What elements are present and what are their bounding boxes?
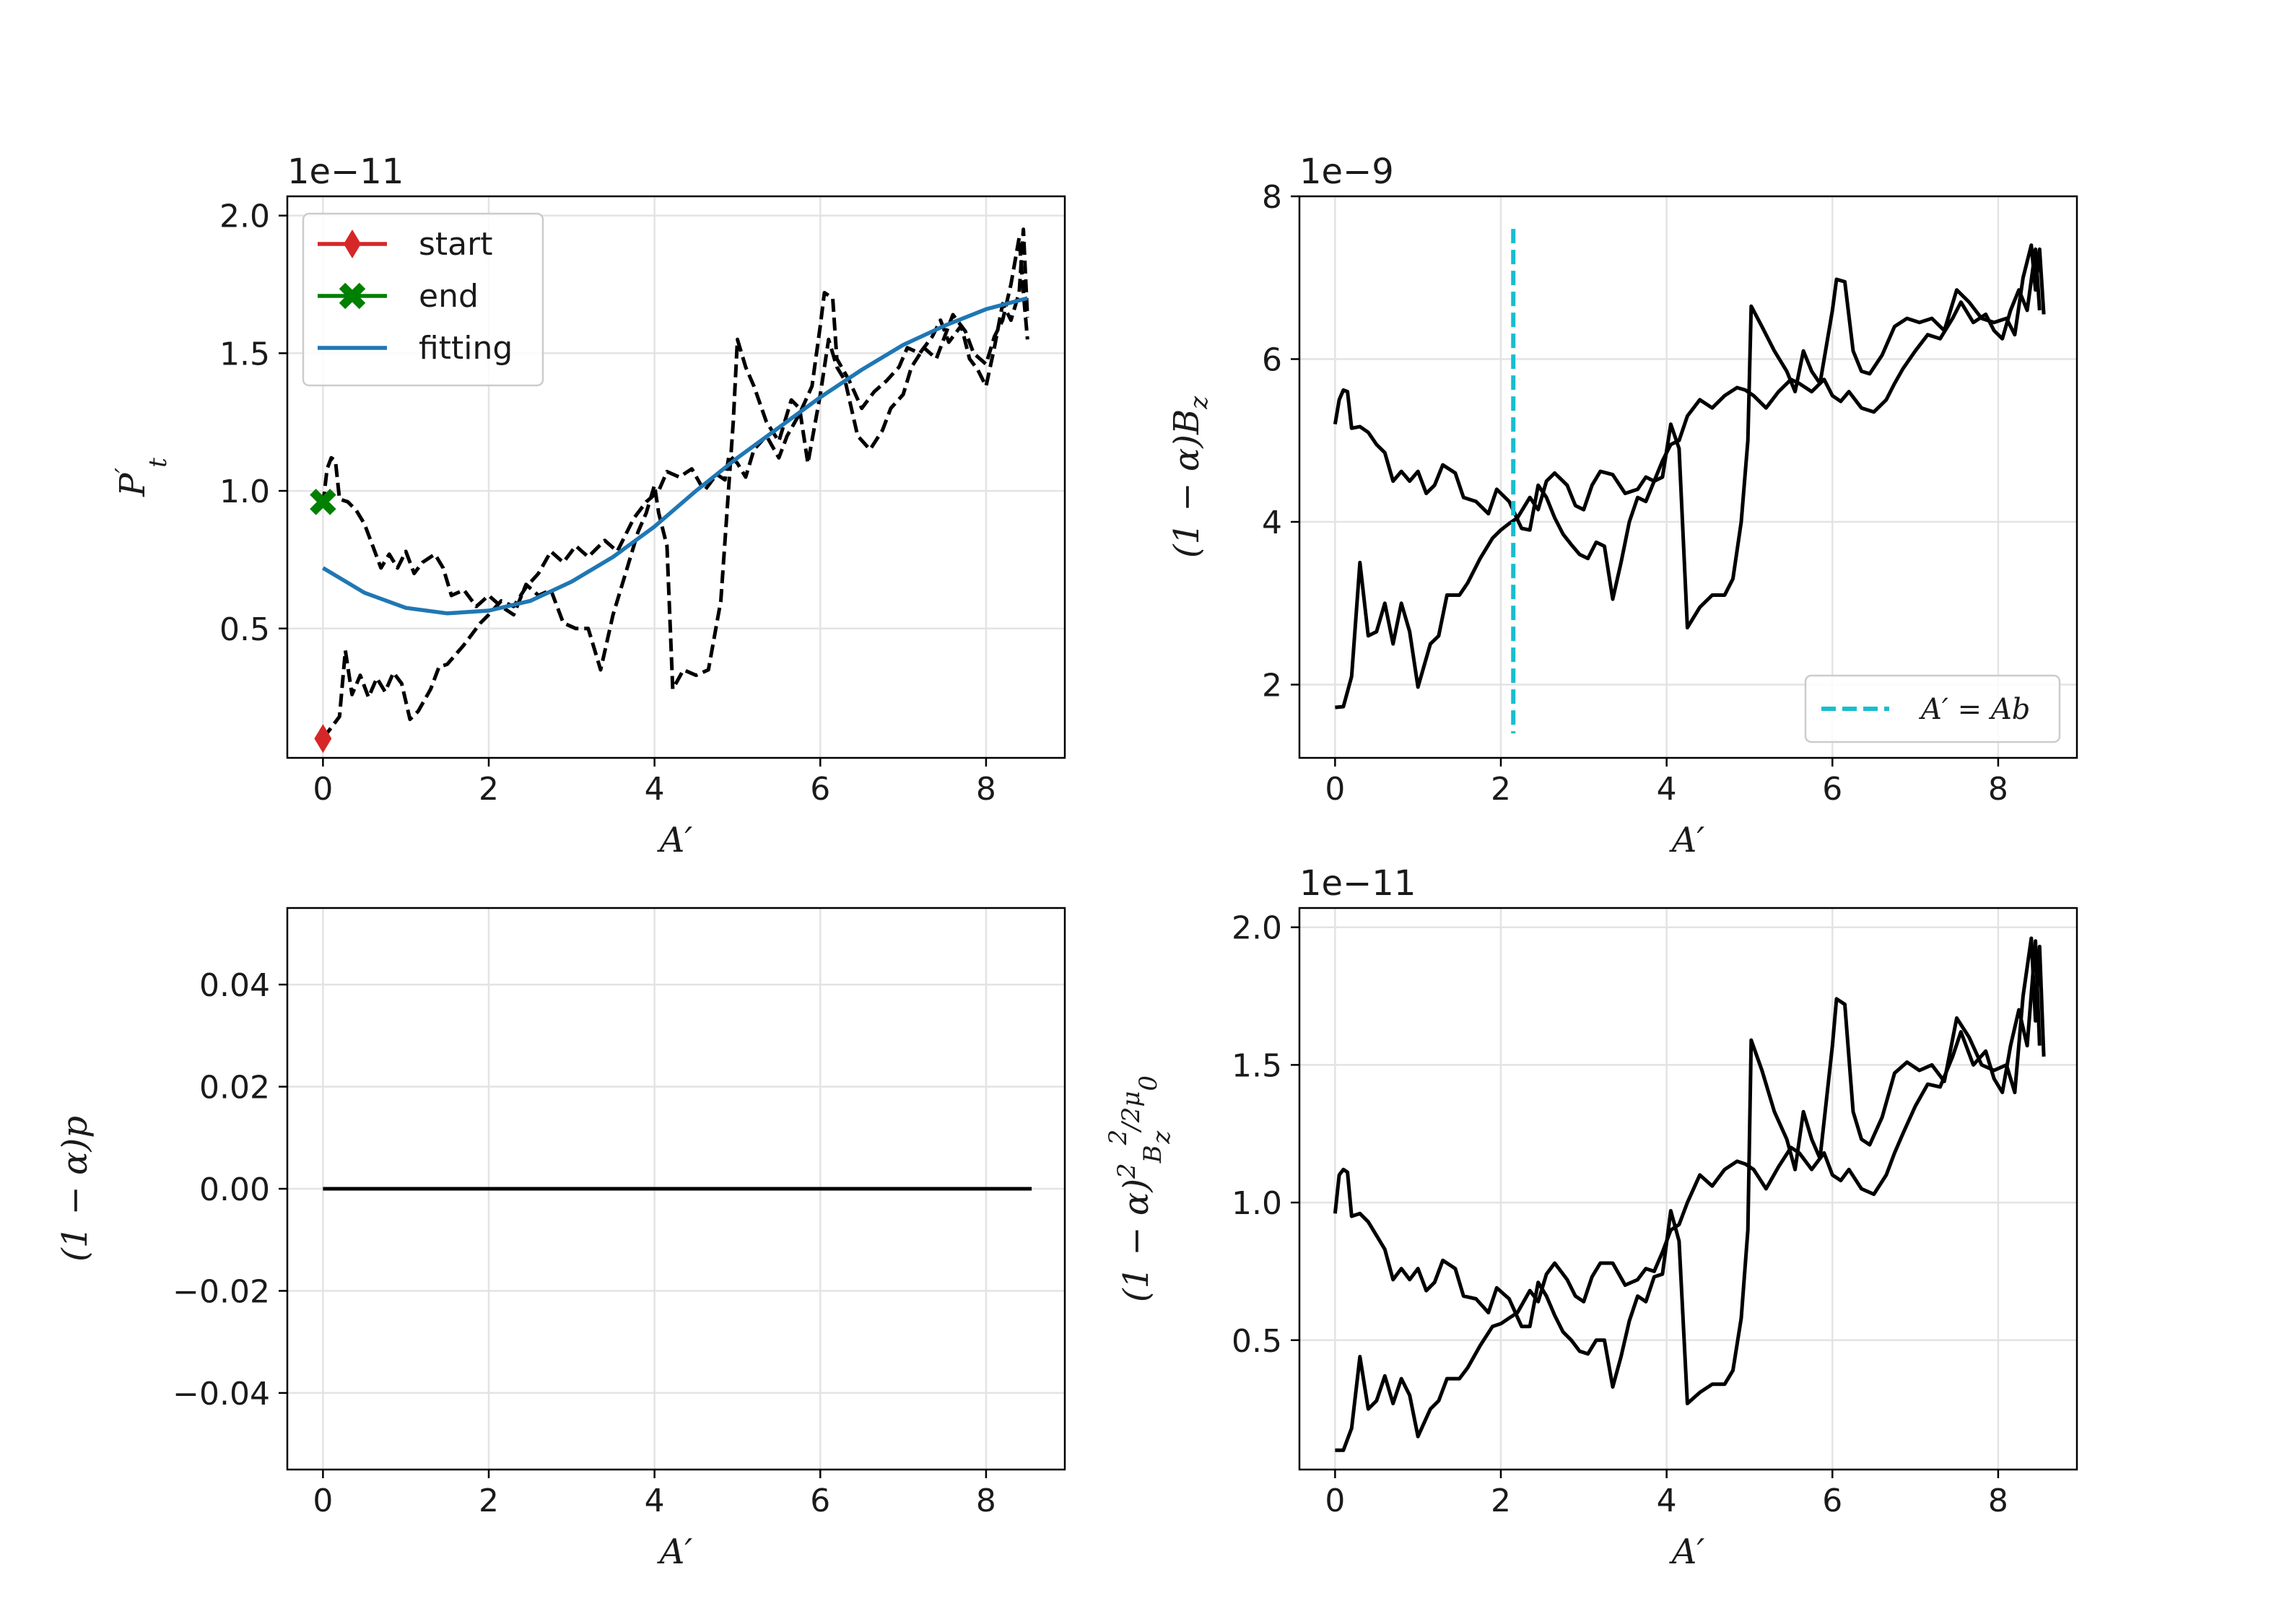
- fitting-line: [321, 296, 1029, 616]
- data-line-1: [1333, 936, 2046, 1405]
- legend-start-marker: [344, 230, 361, 258]
- y-tick-label: 0.5: [219, 611, 270, 648]
- y-tick-label: 1.5: [219, 336, 270, 372]
- offset-label: 1e−9: [1299, 152, 1394, 192]
- y-label-part: /2μ: [1117, 1091, 1146, 1133]
- y-tick-label: 4: [1262, 505, 1282, 541]
- data-line-0: [1335, 939, 2042, 1452]
- plot-data: [1333, 229, 2046, 734]
- x-tick-label: 8: [1988, 771, 2008, 808]
- x-tick-label: 2: [1491, 1483, 1511, 1519]
- data-line-0: [1335, 247, 2042, 710]
- x-tick-label: 8: [1988, 1483, 2008, 1519]
- y-tick-label: 2.0: [1232, 910, 1282, 947]
- legend: A′ = Ab: [1804, 674, 2061, 743]
- end-marker: [310, 489, 336, 515]
- x-tick-label: 2: [1491, 771, 1511, 808]
- legend-end-marker: [339, 282, 366, 310]
- y-label-part: 2: [1104, 1130, 1133, 1146]
- y-tick-label: 0.5: [1232, 1323, 1282, 1360]
- plot-area: [1299, 196, 2077, 758]
- plot-area: [1299, 908, 2077, 1470]
- y-tick-label: 6: [1262, 342, 1282, 379]
- y-label-part: z: [1185, 396, 1214, 410]
- y-label-part: (1 − α)p: [55, 1116, 95, 1262]
- y-tick-label: 1.5: [1232, 1047, 1282, 1084]
- x-tick-label: 6: [1822, 1483, 1842, 1519]
- chart-top-left: 0 2 4 6 8 0.5 1.0 1.5 2.0 1e−11 A′ P′ t start end fitti…: [110, 152, 1066, 860]
- y-label-part: 2: [1112, 1163, 1141, 1179]
- offset-label: 1e−11: [1299, 863, 1416, 904]
- x-axis-label: A′: [1669, 1532, 1705, 1572]
- x-tick-label: 8: [976, 771, 996, 808]
- y-label-part: ′: [110, 468, 139, 473]
- legend-label: fitting: [419, 330, 513, 367]
- x-axis-label: A′: [1669, 820, 1705, 860]
- y-label-part: t: [144, 458, 173, 468]
- x-tick-label: 4: [645, 771, 665, 808]
- chart-bottom-right: 0 2 4 6 80.51.01.52.01e−11A′(1 − α)2B2 z/2μ0: [1104, 863, 2078, 1572]
- plot-data: [1333, 936, 2046, 1452]
- y-tick-label: −0.04: [173, 1376, 270, 1413]
- y-tick-label: 0.04: [199, 967, 270, 1004]
- y-tick-label: 2: [1262, 668, 1282, 704]
- y-tick-label: 1.0: [219, 473, 270, 510]
- y-label-part: B: [1138, 1145, 1167, 1164]
- data-line-1: [321, 235, 1029, 691]
- x-tick-label: 6: [810, 1483, 830, 1519]
- chart-top-right: 0 2 4 6 8 2 4 6 8 1e−9 A′ (1 − α)Bz A′ = Ab: [1167, 152, 2078, 860]
- x-tick-label: 2: [479, 1483, 499, 1519]
- x-tick-label: 2: [479, 771, 499, 808]
- legend-box: [302, 212, 544, 387]
- plot-frame: [1298, 907, 2078, 1471]
- y-tick-label: 0.00: [199, 1171, 270, 1208]
- y-axis-label: P′ t: [110, 458, 173, 497]
- x-axis-label: A′: [657, 1532, 693, 1572]
- y-tick-label: −0.02: [173, 1273, 270, 1310]
- legend-label: start: [419, 226, 492, 263]
- legend-label: A′ = Ab: [1918, 693, 2030, 726]
- y-label-part: (1 − α)B: [1167, 409, 1207, 558]
- y-axis-label: (1 − α)2B2 z/2μ0: [1104, 1075, 1176, 1302]
- y-label-part: 0: [1134, 1075, 1163, 1091]
- y-tick-label: 8: [1262, 179, 1282, 216]
- plot-data: [321, 227, 1029, 740]
- y-tick-label: 0.02: [199, 1070, 270, 1106]
- y-axis-label: (1 − α)Bz: [1167, 396, 1214, 558]
- x-tick-label: 6: [810, 771, 830, 808]
- y-tick-label: 2.0: [219, 198, 270, 235]
- y-tick-label: 1.0: [1232, 1185, 1282, 1222]
- legend-box: [1804, 674, 2061, 743]
- y-label-part: P: [113, 473, 153, 497]
- start-marker: [314, 724, 332, 754]
- y-label-part: (1 − α): [1116, 1179, 1156, 1302]
- x-tick-label: 0: [313, 1483, 333, 1519]
- x-tick-label: 0: [313, 771, 333, 808]
- plot-frame: [286, 195, 1066, 759]
- x-axis-label: A′: [657, 820, 693, 860]
- x-tick-label: 4: [1657, 1483, 1677, 1519]
- x-tick-label: 4: [645, 1483, 665, 1519]
- x-tick-label: 8: [976, 1483, 996, 1519]
- x-tick-label: 4: [1657, 771, 1677, 808]
- y-axis-label: (1 − α)p: [55, 1116, 95, 1262]
- chart-bottom-left: 0 2 4 6 8 −0.04 −0.02 0.00 0.02 0.04 A′ (1 − α)p: [55, 907, 1066, 1572]
- x-tick-label: 0: [1325, 1483, 1345, 1519]
- offset-label: 1e−11: [287, 152, 404, 192]
- x-tick-label: 0: [1325, 771, 1345, 808]
- y-label-part: z: [1147, 1130, 1176, 1145]
- plot-frame: [1298, 195, 2078, 759]
- data-line-1: [1333, 243, 2046, 630]
- legend: start end fitting: [302, 212, 544, 387]
- legend-label: end: [419, 278, 479, 315]
- x-tick-label: 6: [1822, 771, 1842, 808]
